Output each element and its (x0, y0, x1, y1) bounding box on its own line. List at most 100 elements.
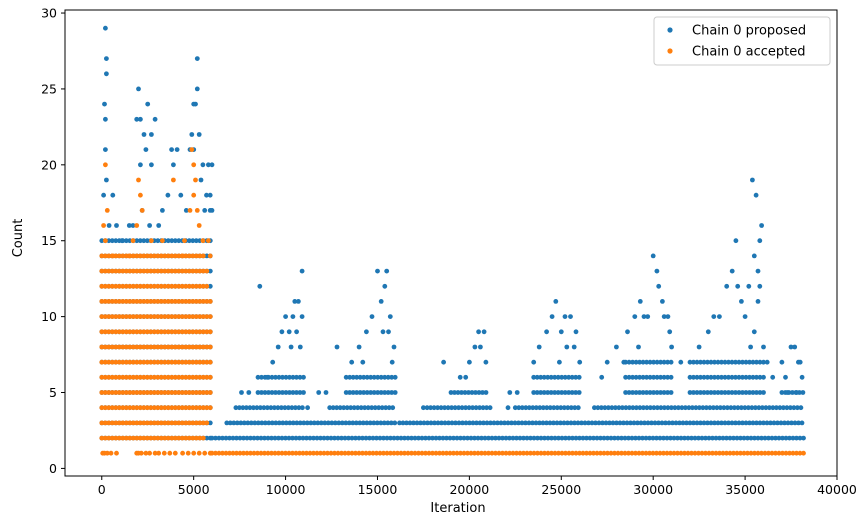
point-0-841 (512, 405, 518, 411)
point-0-898 (725, 405, 730, 411)
point-1-401 (176, 253, 182, 259)
point-0-1269 (733, 238, 739, 244)
point-0-656 (357, 420, 363, 426)
point-0-516 (447, 435, 453, 441)
point-1-439 (314, 450, 320, 456)
point-1-6 (120, 405, 126, 411)
point-0-468 (279, 435, 285, 441)
point-0-836 (473, 405, 479, 411)
point-1-23 (179, 405, 185, 411)
point-1-14 (148, 405, 154, 411)
point-1-205 (144, 314, 150, 319)
point-0-1038 (647, 374, 653, 380)
point-0-701 (376, 405, 382, 411)
point-0-742 (523, 420, 528, 426)
point-0-594 (720, 435, 726, 441)
point-0-634 (280, 420, 286, 426)
point-0-1044 (668, 374, 674, 380)
point-0-1224 (478, 344, 483, 350)
y-tick-label: 20 (41, 157, 57, 172)
point-1-159 (207, 344, 213, 350)
series-1 (99, 147, 806, 456)
point-1-622 (110, 253, 116, 259)
point-1-567 (762, 450, 768, 456)
point-0-534 (510, 435, 516, 441)
point-1-230 (120, 299, 126, 304)
point-0-1094 (733, 374, 738, 380)
point-1-512 (570, 450, 575, 456)
point-0-1154 (174, 147, 180, 153)
point-0-1233 (558, 329, 564, 335)
point-1-323 (116, 268, 122, 274)
point-0-480 (321, 435, 327, 441)
point-0-1069 (722, 390, 728, 395)
point-1-547 (692, 450, 698, 456)
point-1-215 (179, 314, 185, 319)
point-0-1116 (733, 359, 738, 365)
point-0-1204 (364, 329, 369, 335)
point-0-560 (601, 435, 607, 441)
point-1-572 (780, 450, 785, 456)
point-0-978 (448, 390, 454, 395)
point-1-110 (148, 359, 154, 365)
point-1-343 (186, 268, 192, 274)
point-1-209 (158, 314, 164, 319)
point-0-754 (565, 420, 570, 426)
point-1-482 (465, 450, 470, 456)
point-0-997 (559, 390, 565, 395)
point-0-741 (519, 420, 525, 426)
point-0-697 (362, 405, 368, 411)
point-1-248 (183, 299, 189, 304)
point-0-779 (652, 420, 658, 426)
point-0-1121 (750, 359, 756, 365)
point-1-150 (176, 344, 182, 350)
point-0-871 (630, 405, 636, 411)
point-0-664 (385, 420, 391, 426)
point-0-617 (801, 435, 806, 441)
point-0-508 (419, 435, 425, 441)
point-0-467 (276, 435, 281, 441)
point-0-992 (541, 390, 547, 395)
point-1-501 (531, 450, 537, 456)
point-1-400 (172, 253, 178, 259)
point-1-273 (158, 420, 164, 426)
point-0-695 (355, 405, 361, 411)
point-1-11 (137, 405, 143, 411)
point-0-1039 (651, 374, 656, 380)
point-0-921 (259, 390, 264, 395)
point-0-593 (717, 435, 722, 441)
point-0-497 (381, 435, 386, 441)
point-0-981 (459, 390, 464, 395)
point-1-563 (748, 450, 754, 456)
point-0-1117 (736, 359, 742, 365)
point-0-809 (757, 420, 763, 426)
point-0-949 (347, 390, 353, 395)
point-1-449 (349, 450, 355, 456)
point-0-773 (631, 420, 637, 426)
point-0-1294 (785, 390, 790, 395)
point-1-294 (123, 283, 129, 289)
point-0-1214 (389, 359, 395, 365)
point-1-295 (127, 283, 133, 289)
point-0-1216 (323, 390, 329, 395)
point-0-756 (572, 420, 577, 426)
point-0-575 (654, 435, 659, 441)
point-1-571 (776, 450, 782, 456)
point-0-469 (283, 435, 288, 441)
point-1-521 (601, 450, 607, 456)
point-0-835 (470, 405, 475, 411)
x-tick-label: 25000 (541, 482, 581, 497)
point-1-123 (193, 359, 199, 365)
point-1-410 (213, 450, 218, 456)
point-0-1167 (206, 162, 211, 168)
point-1-378 (200, 435, 206, 441)
point-0-506 (412, 435, 418, 441)
point-1-541 (671, 450, 677, 456)
point-0-849 (540, 405, 546, 411)
point-0-1193 (288, 344, 294, 350)
point-1-52 (169, 390, 175, 395)
point-0-711 (414, 420, 420, 426)
point-0-522 (468, 435, 474, 441)
point-1-471 (426, 450, 432, 456)
point-1-158 (204, 344, 210, 350)
